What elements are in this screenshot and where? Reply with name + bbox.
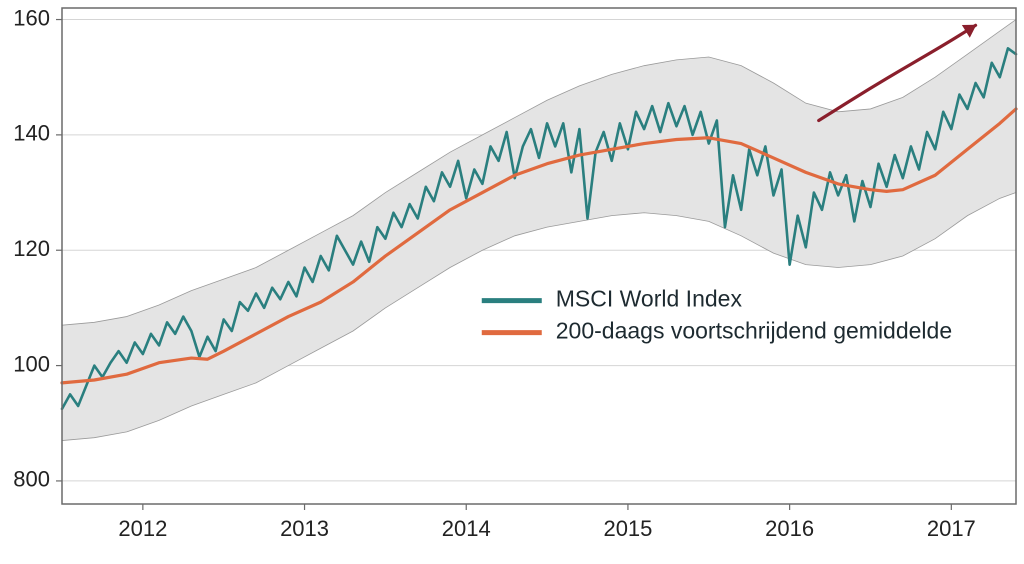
y-tick-label: 100 (13, 351, 50, 376)
y-tick-label: 800 (13, 467, 50, 492)
legend-label-ma200: 200-daags voortschrijdend gemiddelde (556, 318, 952, 344)
x-tick-label: 2017 (927, 516, 976, 541)
msci-chart: 800 100 120 140 160 2012 2013 2014 2015 2016 2017 M… (0, 0, 1024, 564)
x-tick-label: 2014 (442, 516, 491, 541)
chart-container: 800 100 120 140 160 2012 2013 2014 2015 2016 2017 M… (0, 0, 1024, 564)
y-tick-label: 160 (13, 5, 50, 30)
x-tick-label: 2015 (603, 516, 652, 541)
chart-background (0, 0, 1024, 564)
x-tick-label: 2012 (118, 516, 167, 541)
legend-label-msci: MSCI World Index (556, 286, 743, 312)
y-tick-label: 140 (13, 121, 50, 146)
y-tick-label: 120 (13, 236, 50, 261)
x-tick-label: 2016 (765, 516, 814, 541)
x-tick-label: 2013 (280, 516, 329, 541)
